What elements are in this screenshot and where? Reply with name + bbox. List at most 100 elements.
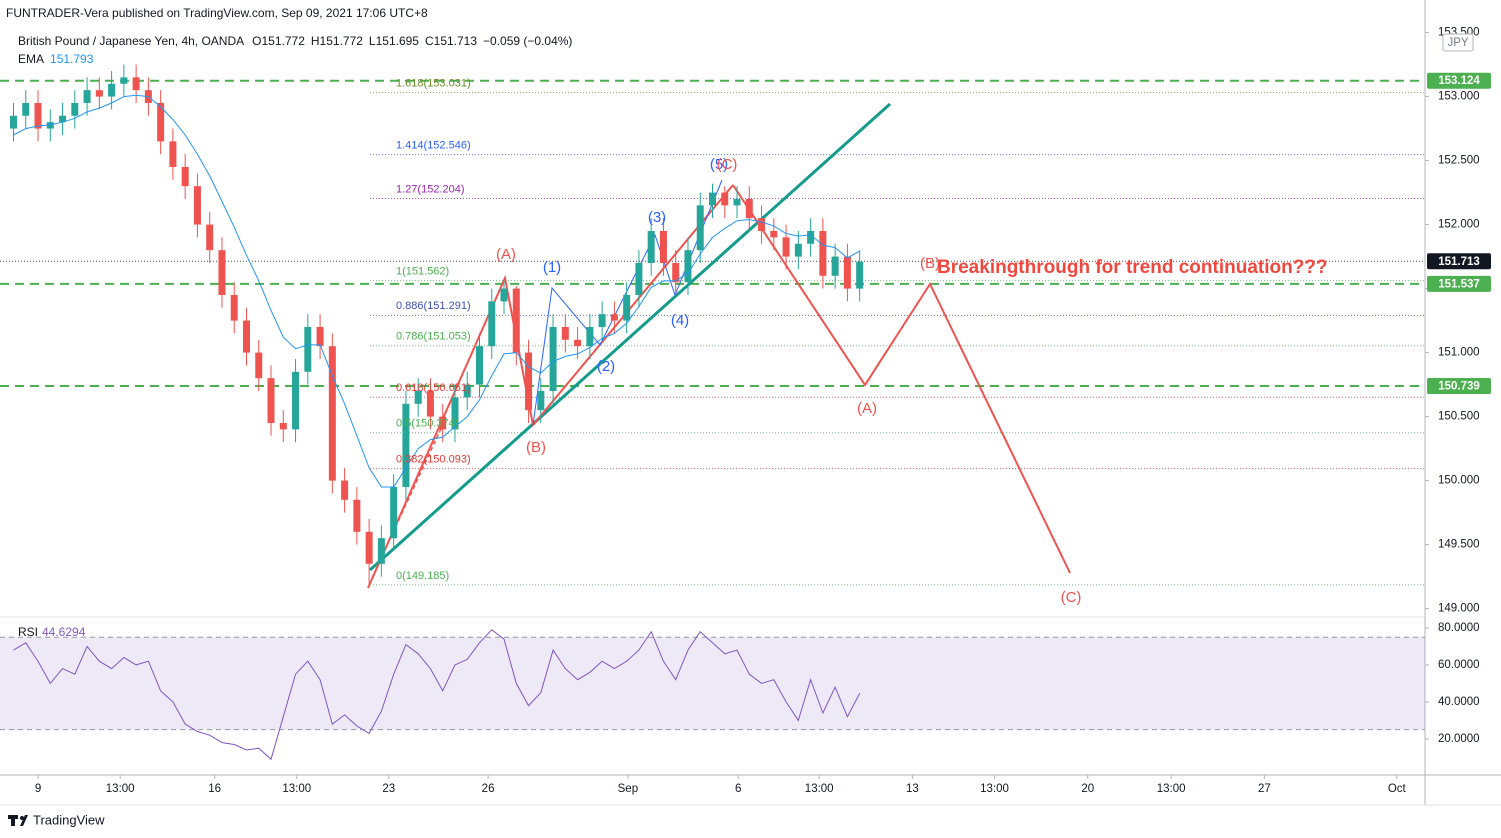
candle-body	[549, 326, 557, 391]
candle-body	[463, 384, 471, 398]
level-label-box	[1427, 275, 1491, 292]
candle-body	[59, 115, 67, 123]
candle-body	[561, 326, 569, 340]
last-price-label-box	[1427, 253, 1491, 270]
front-layer: 1.618(153.031) 1.414(152.546) 1.27(152.204…	[396, 72, 1491, 606]
rsi-band	[0, 637, 1425, 730]
candle-body	[181, 166, 189, 187]
y-tick-label: 153.000	[1438, 91, 1480, 103]
currency-box[interactable]	[1442, 33, 1474, 52]
candle-body	[807, 230, 815, 244]
x-tick-label: Sep	[618, 783, 638, 795]
rsi-tick-label: 80.0000	[1438, 622, 1480, 634]
candle-body	[512, 288, 520, 353]
fib-label: 0(149.185)	[396, 570, 449, 582]
projection-line	[732, 184, 1071, 574]
x-tick-label: Oct	[1388, 783, 1407, 795]
fib-label: 0.5(150.374)	[396, 418, 458, 430]
y-tick-label: 150.000	[1438, 475, 1480, 487]
candle-body	[169, 141, 177, 167]
x-tick-label: 13:00	[805, 783, 834, 795]
candle-body	[672, 262, 680, 283]
candle-body	[574, 339, 582, 347]
y-tick-label: 149.500	[1438, 539, 1480, 551]
fib-label: 0.786(151.053)	[396, 331, 471, 343]
fib-label: 0.886(151.291)	[396, 300, 471, 312]
candle-body	[733, 198, 741, 206]
annotation: Breakingthrough for trend continuation??…	[937, 257, 1328, 278]
candle-body	[598, 314, 606, 327]
candle-body	[377, 538, 385, 564]
candle-body	[770, 230, 778, 238]
candle-body	[721, 192, 729, 206]
candle-body	[635, 262, 643, 295]
candle-body	[819, 230, 827, 276]
candle-body	[230, 294, 238, 321]
candle-body	[390, 486, 398, 539]
candle-body	[316, 326, 324, 347]
wave-line-blue	[532, 179, 723, 426]
rsi-tick-label: 60.0000	[1438, 659, 1480, 671]
candle-body	[328, 346, 336, 481]
rsi-tick-label: 20.0000	[1438, 733, 1480, 745]
candle-body	[745, 198, 753, 219]
rsi-line	[13, 629, 861, 761]
fib-label: 1(151.562)	[396, 266, 449, 278]
candle-body	[242, 320, 250, 353]
candle-body	[206, 224, 214, 251]
candle-body	[500, 288, 508, 302]
ema-value: 151.793	[50, 52, 94, 66]
candle-body	[831, 256, 839, 276]
candle-body	[267, 378, 275, 423]
x-tick-label: 6	[735, 783, 741, 795]
level-label: 150.739	[1438, 381, 1480, 393]
candle-body	[46, 122, 54, 129]
candle-body	[218, 250, 226, 295]
x-tick-label: 13:00	[282, 783, 311, 795]
candle-body	[120, 77, 128, 84]
candle-body	[255, 352, 263, 379]
candle-body	[402, 403, 410, 487]
last-price-label: 151.713	[1438, 256, 1480, 268]
candle-body	[856, 261, 864, 289]
quote-value: O151.772	[252, 34, 305, 48]
candle-body	[292, 371, 300, 430]
candle-body	[451, 397, 459, 430]
candle-body	[414, 390, 422, 404]
quote-value: −0.059 (−0.04%)	[483, 34, 572, 48]
candle-body	[623, 294, 631, 321]
candle-body	[83, 90, 91, 103]
candle-body	[193, 186, 201, 225]
candle-body	[132, 77, 140, 91]
publisher: FUNTRADER-Vera published on TradingView.…	[6, 6, 428, 20]
wave-label: (C)	[717, 156, 738, 173]
x-tick-label: 26	[482, 783, 495, 795]
symbol-title: British Pound / Japanese Yen, 4h, OANDA	[18, 34, 244, 48]
candle-body	[157, 102, 165, 142]
fib-label: 0.618(150.651)	[396, 382, 471, 394]
candle-body	[22, 102, 30, 116]
candle-body	[304, 326, 312, 372]
y-tick-label: 149.000	[1438, 603, 1480, 615]
candle-body	[341, 480, 349, 500]
rsi-tick-label: 40.0000	[1438, 696, 1480, 708]
quote-value: L151.695	[369, 34, 419, 48]
currency[interactable]: JPY	[1447, 37, 1468, 49]
y-tick-label: 151.000	[1438, 347, 1480, 359]
candle-body	[71, 102, 79, 116]
candle-body	[353, 499, 361, 532]
candle-body	[365, 531, 373, 564]
x-tick-label: 16	[208, 783, 221, 795]
fib-label: 1.618(153.031)	[396, 78, 471, 90]
x-tick-label: 13:00	[980, 783, 1009, 795]
candle-body	[439, 416, 447, 430]
x-tick-label: 13:00	[106, 783, 135, 795]
level-label: 151.537	[1438, 278, 1480, 290]
brand-logo	[8, 815, 28, 826]
level-label-box	[1427, 72, 1491, 89]
candle-body	[9, 115, 17, 129]
wave-label: (C)	[1061, 589, 1082, 606]
wave-label: (5)	[710, 156, 728, 173]
rsi-value: 44.6294	[42, 625, 86, 639]
